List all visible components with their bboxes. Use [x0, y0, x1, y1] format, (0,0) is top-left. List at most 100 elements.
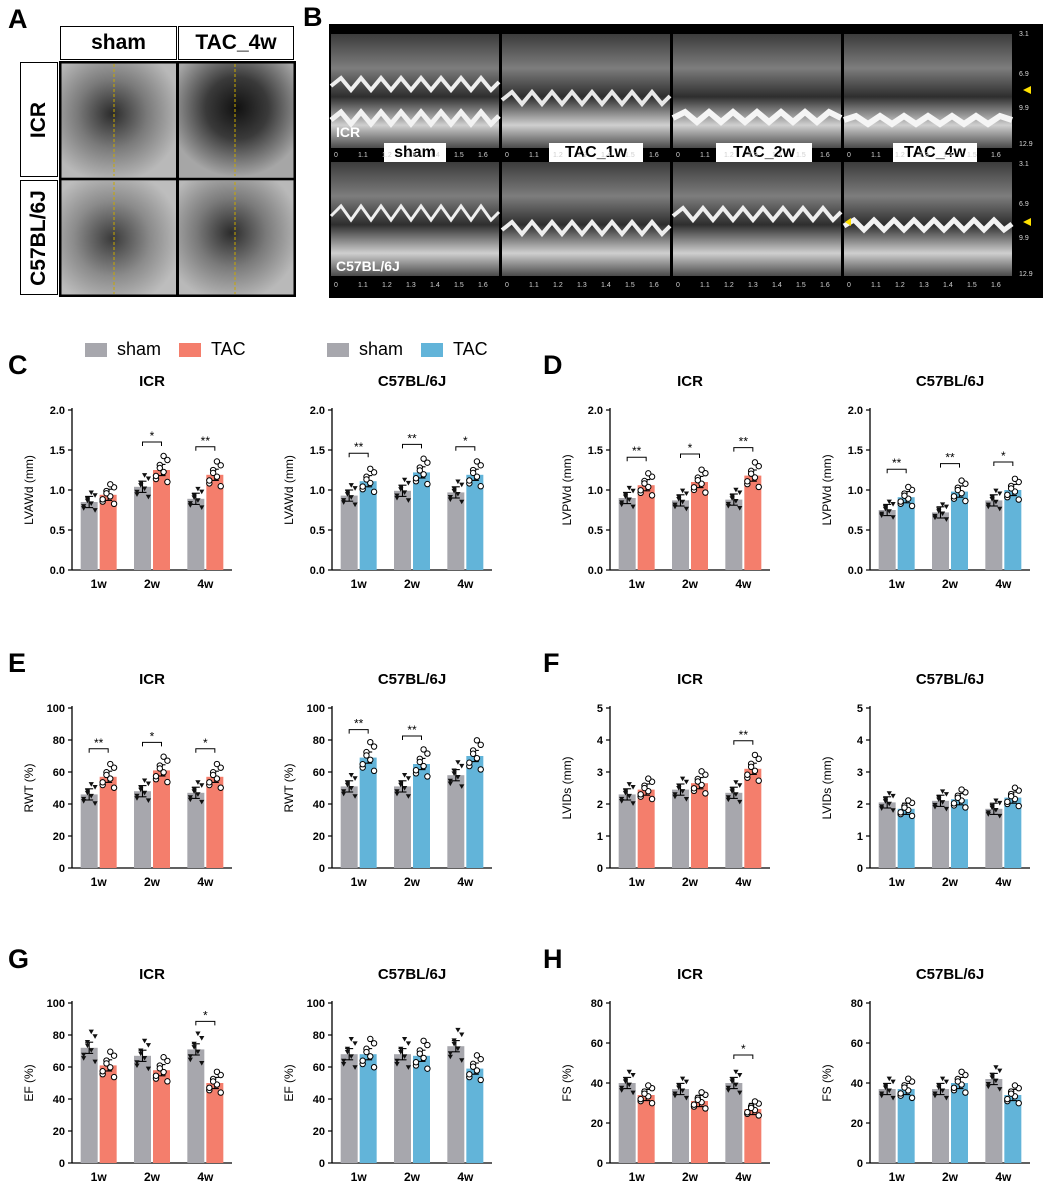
y-tick-label: 20	[591, 1118, 603, 1130]
x-tick-label: 1w	[91, 875, 108, 889]
time-tick-label: 1.3	[919, 152, 929, 159]
data-points	[1004, 1082, 1022, 1107]
x-tick-label: 4w	[457, 1170, 474, 1184]
y-tick-label: 60	[313, 1062, 325, 1074]
y-tick-label: 2.0	[588, 405, 603, 417]
panel-label-c: C	[8, 350, 28, 380]
bar-tac-4w	[1004, 797, 1022, 868]
panelB-tag-sham: sham	[384, 143, 446, 162]
y-tick-label: 0.0	[588, 565, 603, 577]
data-points	[359, 738, 378, 775]
data-points	[619, 1069, 636, 1096]
data-points	[99, 481, 118, 508]
time-tick-label: 1.4	[772, 152, 782, 159]
y-tick-label: 0.5	[848, 525, 863, 537]
bar-sham-2w	[672, 789, 689, 868]
significance-bracket	[733, 1054, 754, 1059]
y-tick-label: 0.0	[848, 565, 863, 577]
svg-text:6.9: 6.9	[1019, 201, 1029, 208]
chart-title: C57BL/6J	[916, 373, 984, 390]
legend-icr-tac-label: TAC	[211, 339, 246, 359]
bar-tac-2w	[153, 1070, 170, 1163]
y-tick-label: 0	[319, 1158, 325, 1170]
y-tick-label: 80	[851, 998, 863, 1010]
x-tick-label: 4w	[735, 875, 752, 889]
data-points	[932, 502, 949, 522]
legend-c57: sham TAC	[327, 339, 506, 360]
time-tick-label: 1.4	[601, 152, 611, 159]
chart-ylabel: RWT (%)	[22, 764, 36, 813]
data-points	[932, 1076, 949, 1101]
time-tick-label: 1.1	[700, 282, 710, 289]
data-points	[81, 1029, 98, 1065]
bar-tac-2w	[691, 1101, 708, 1163]
data-points	[744, 459, 762, 491]
y-tick-label: 100	[307, 998, 325, 1010]
legend-icr-sham-label: sham	[117, 339, 162, 359]
svg-text:6.9: 6.9	[1019, 71, 1029, 78]
chart-axes	[609, 706, 770, 869]
time-tick-label: 1.3	[748, 282, 758, 289]
significance-bracket	[455, 446, 476, 451]
chart-f-icr: ICR LVIDs (mm) 0 1 2 3 4 5 1w 2w 4w **	[560, 671, 770, 889]
time-tick-label: 1.5	[967, 282, 977, 289]
time-tick-label: 1.6	[991, 152, 1001, 159]
y-tick-label: 40	[851, 1078, 863, 1090]
y-tick-label: 1.0	[588, 485, 603, 497]
bar-tac-2w	[951, 799, 968, 868]
y-tick-label: 20	[313, 1126, 325, 1138]
svg-text:12.9: 12.9	[1019, 271, 1033, 278]
data-points	[744, 751, 762, 784]
panelB-row-label-c57: C57BL/6J	[336, 258, 400, 274]
significance-bracket	[733, 740, 754, 745]
panelB-tag-tac1w: TAC_1w	[549, 143, 643, 162]
panelA-col-header-tac: TAC_4w	[178, 26, 294, 60]
time-tick-label: 1.3	[577, 152, 587, 159]
significance-bracket	[993, 461, 1014, 466]
y-tick-label: 1.0	[50, 485, 65, 497]
data-points	[206, 1068, 224, 1096]
data-points	[950, 1068, 969, 1096]
panel-label-a: A	[8, 4, 28, 34]
bar-sham-2w	[394, 1054, 411, 1163]
significance-label: *	[150, 429, 155, 443]
data-points	[985, 1065, 1003, 1092]
significance-bracket	[680, 453, 700, 458]
y-tick-label: 0	[597, 1158, 603, 1170]
legend-c57-tac-swatch	[421, 342, 444, 357]
time-tick-label: 1.3	[406, 152, 416, 159]
x-tick-label: 2w	[942, 875, 959, 889]
data-points	[466, 458, 484, 490]
chart-title: ICR	[139, 373, 165, 390]
y-tick-label: 0.5	[50, 525, 65, 537]
bar-sham-4w	[187, 1049, 205, 1163]
time-tick-label: 1.4	[943, 282, 953, 289]
y-tick-label: 60	[591, 1038, 603, 1050]
bar-sham-2w	[932, 512, 949, 570]
y-tick-label: 1	[857, 831, 863, 843]
y-tick-label: 40	[591, 1078, 603, 1090]
x-tick-label: 4w	[457, 577, 474, 591]
x-tick-label: 2w	[682, 1170, 699, 1184]
bar-sham-2w	[932, 1089, 949, 1163]
x-tick-label: 1w	[629, 1170, 646, 1184]
chart-title: ICR	[139, 671, 165, 688]
data-points	[672, 1076, 689, 1101]
y-tick-label: 4	[597, 735, 604, 747]
chart-ylabel: EF (%)	[22, 1064, 36, 1101]
bar-tac-2w	[951, 491, 968, 570]
data-points	[619, 782, 636, 806]
significance-bracket	[195, 446, 216, 451]
data-points	[879, 499, 896, 520]
bar-sham-1w	[618, 498, 636, 570]
time-tick-label: 1.6	[478, 152, 488, 159]
x-tick-label: 4w	[457, 875, 474, 889]
bar-tac-1w	[359, 481, 377, 570]
y-tick-label: 1	[597, 831, 603, 843]
chart-axes	[331, 408, 492, 571]
time-tick-label: 0	[505, 152, 509, 159]
y-tick-label: 1.5	[848, 445, 863, 457]
chart-axes	[869, 1001, 1030, 1164]
